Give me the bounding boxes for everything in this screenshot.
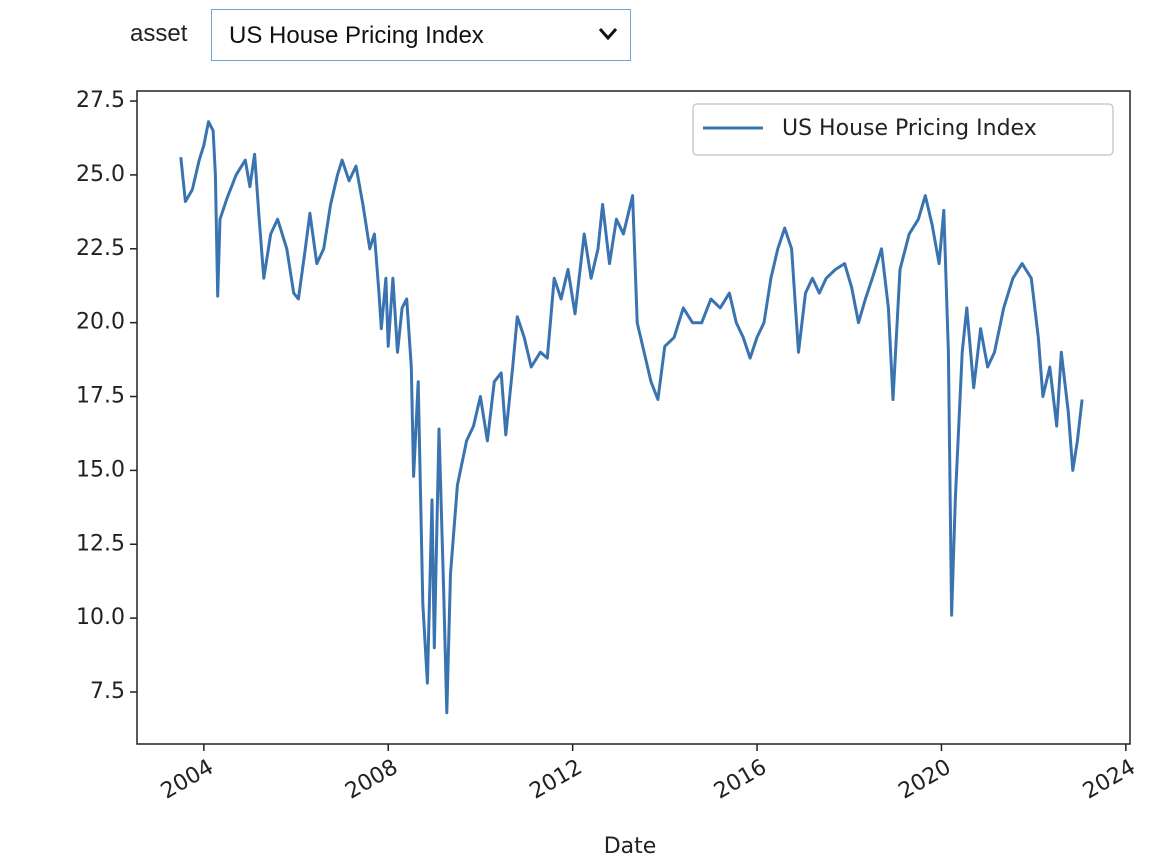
- chevron: [598, 28, 618, 41]
- y-tick-label: 10.0: [76, 605, 125, 630]
- x-tick-label: 2016: [710, 755, 771, 805]
- y-tick-label: 15.0: [76, 457, 125, 482]
- y-tick-label: 7.5: [90, 679, 125, 704]
- legend-label: US House Pricing Index: [782, 116, 1037, 141]
- dropdown-value: US House Pricing Index: [229, 22, 484, 49]
- x-tick-label: 2024: [1079, 755, 1140, 805]
- dropdown-label: asset: [130, 20, 188, 47]
- legend-box: [692, 103, 1114, 156]
- y-tick-label: 22.5: [76, 236, 125, 261]
- x-axis-label: Date: [604, 834, 657, 859]
- x-tick-label: 2004: [157, 755, 218, 805]
- y-tick-label: 25.0: [76, 162, 125, 187]
- y-tick-label: 20.0: [76, 310, 125, 335]
- y-tick-label: 27.5: [76, 88, 125, 113]
- asset-dropdown[interactable]: US House Pricing Index: [211, 9, 631, 61]
- plot-frame: [136, 90, 1131, 745]
- x-tick-label: 2012: [526, 755, 587, 805]
- y-tick-label: 17.5: [76, 384, 125, 409]
- data-line: [179, 120, 1084, 715]
- y-tick-label: 12.5: [76, 531, 125, 556]
- x-tick-label: 2008: [341, 755, 402, 805]
- x-tick-label: 2020: [894, 755, 955, 805]
